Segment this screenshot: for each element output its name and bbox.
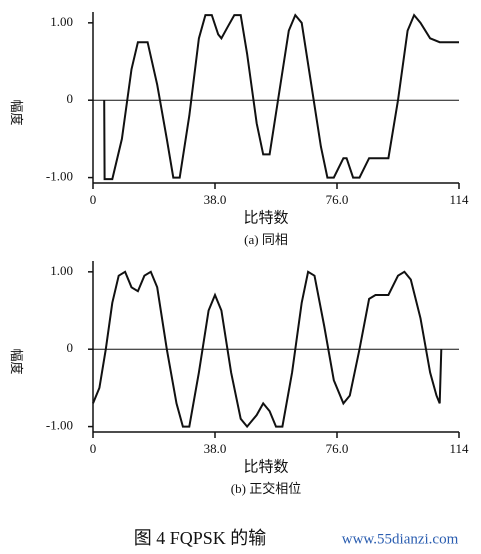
- y-tick-label: -1.00: [46, 418, 73, 433]
- x-axis-label: 比特数: [243, 458, 288, 475]
- watermark: www.55dianzi.com: [342, 531, 459, 547]
- x-tick-label: 38.0: [204, 441, 227, 456]
- subtitle: (b) 正交相位: [231, 481, 301, 496]
- x-tick-label: 0: [90, 192, 97, 207]
- x-tick-label: 114: [449, 192, 469, 207]
- y-axis-label: 幅度: [9, 99, 24, 125]
- y-axis-label: 幅度: [9, 348, 24, 374]
- y-tick-label: 0: [67, 91, 74, 106]
- x-tick-label: 114: [449, 441, 469, 456]
- subtitle: (a) 同相: [244, 232, 288, 247]
- y-tick-label: 1.00: [50, 14, 73, 29]
- signal-line: [92, 270, 443, 429]
- x-tick-label: 76.0: [326, 441, 349, 456]
- y-tick-label: 1.00: [50, 263, 73, 278]
- y-tick-label: -1.00: [46, 169, 73, 184]
- y-tick-label: 0: [67, 340, 74, 355]
- x-axis-label: 比特数: [243, 209, 288, 226]
- x-tick-label: 0: [90, 441, 97, 456]
- caption: 图 4 FQPSK 的输: [134, 528, 267, 548]
- x-tick-label: 38.0: [204, 192, 227, 207]
- signal-line: [103, 13, 459, 181]
- x-tick-label: 76.0: [326, 192, 349, 207]
